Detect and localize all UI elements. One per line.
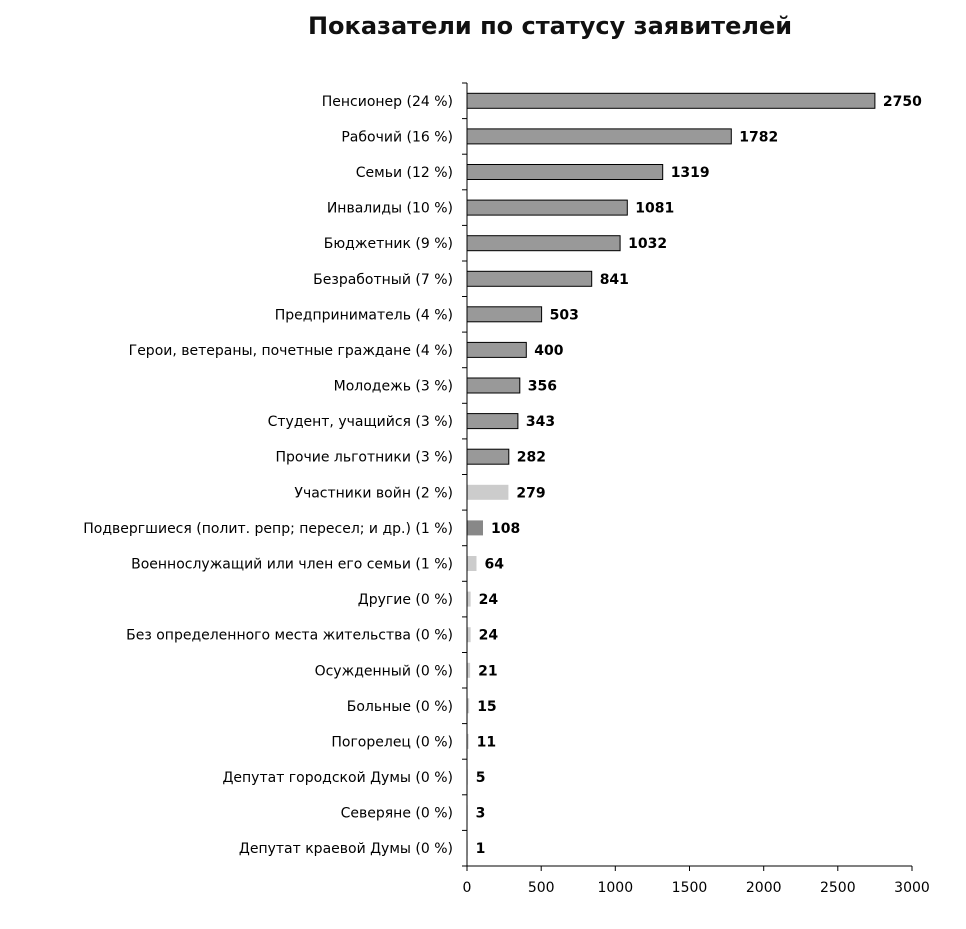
value-label: 21 [478, 663, 497, 679]
value-label: 15 [477, 699, 496, 715]
axis-layer [462, 82, 913, 871]
value-label: 108 [491, 521, 520, 537]
value-label: 279 [516, 485, 545, 501]
value-label: 400 [534, 343, 563, 359]
value-label: 11 [477, 734, 496, 750]
bar [467, 733, 469, 749]
x-tick-label: 0 [463, 880, 472, 896]
bar [467, 484, 509, 500]
category-label: Рабочий (16 %) [341, 129, 453, 145]
value-label: 3 [476, 806, 486, 822]
category-label: Герои, ветераны, почетные граждане (4 %) [129, 343, 453, 359]
category-label: Студент, учащийся (3 %) [268, 414, 453, 430]
value-label: 1782 [739, 129, 778, 145]
value-label: 1319 [671, 165, 710, 181]
bar [467, 591, 471, 607]
category-label: Другие (0 %) [358, 592, 453, 608]
bar [466, 92, 876, 109]
category-label: Подвергшиеся (полит. репр; пересел; и др… [83, 521, 453, 537]
category-label: Больные (0 %) [347, 699, 453, 715]
value-label: 2750 [883, 94, 922, 110]
value-label: 841 [600, 272, 629, 288]
bar [466, 377, 521, 394]
category-label: Погорелец (0 %) [331, 734, 453, 750]
bar [466, 341, 527, 358]
x-tick-label: 1000 [597, 880, 633, 896]
bar [467, 627, 471, 643]
bar [467, 698, 470, 714]
x-tick-label: 500 [528, 880, 555, 896]
value-label: 343 [526, 414, 555, 430]
bar [466, 164, 664, 180]
x-tick-label: 1500 [672, 880, 708, 896]
category-label: Участники войн (2 %) [294, 485, 453, 501]
bar [466, 413, 519, 430]
value-label: 24 [479, 628, 499, 644]
category-label: Депутат городской Думы (0 %) [222, 770, 453, 786]
category-label: Прочие льготники (3 %) [275, 450, 453, 466]
category-label: Без определенного места жительства (0 %) [126, 628, 453, 644]
value-label: 1032 [628, 236, 667, 252]
category-label: Северяне (0 %) [341, 806, 453, 822]
bar [466, 199, 628, 216]
bar [466, 235, 621, 252]
category-label: Пенсионер (24 %) [322, 94, 453, 110]
value-label: 5 [476, 770, 486, 786]
category-label: Осужденный (0 %) [315, 663, 453, 679]
labels-layer: Пенсионер (24 %) 2750 Рабочий (16 %) 1782 Се… [83, 94, 930, 896]
bar [466, 306, 543, 323]
category-label: Военнослужащий или член его семьи (1 %) [131, 557, 453, 573]
bar [466, 128, 732, 145]
x-tick-label: 3000 [894, 880, 930, 896]
category-label: Предприниматель (4 %) [275, 307, 453, 323]
category-label: Безработный (7 %) [313, 272, 453, 288]
category-label: Семьи (12 %) [356, 165, 453, 181]
value-label: 64 [485, 557, 505, 573]
value-label: 282 [517, 450, 546, 466]
chart-title: Показатели по статусу заявителей [307, 12, 793, 40]
category-label: Инвалиды (10 %) [327, 201, 453, 217]
value-label: 24 [479, 592, 499, 608]
value-label: 1081 [635, 201, 674, 217]
bar [467, 662, 471, 678]
value-label: 1 [476, 841, 486, 857]
x-tick-label: 2500 [820, 880, 856, 896]
category-label: Бюджетник (9 %) [324, 236, 453, 252]
bar [466, 448, 510, 465]
category-label: Депутат краевой Думы (0 %) [239, 841, 453, 857]
bar [467, 556, 477, 571]
value-label: 356 [528, 379, 557, 395]
bar [467, 520, 483, 536]
value-label: 503 [550, 307, 579, 323]
category-label: Молодежь (3 %) [334, 379, 453, 395]
bar [466, 270, 593, 287]
x-tick-label: 2000 [746, 880, 782, 896]
